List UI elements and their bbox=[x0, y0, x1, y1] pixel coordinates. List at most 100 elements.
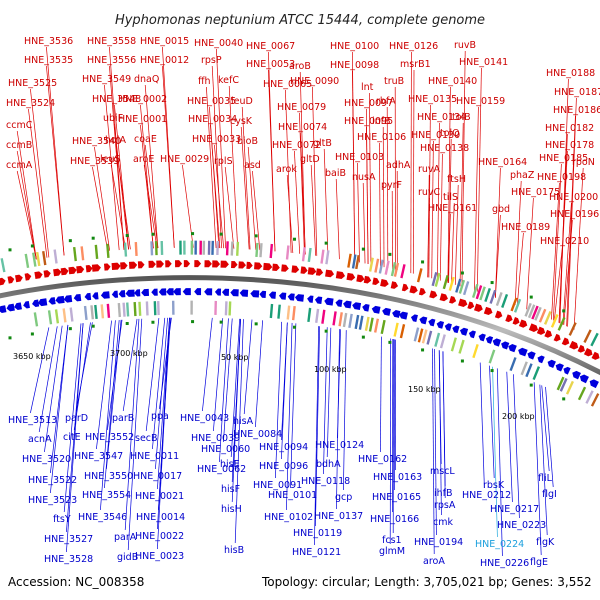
gene-label: holA bbox=[105, 135, 126, 146]
gc-marker bbox=[125, 234, 129, 238]
gene-arrow bbox=[467, 301, 475, 310]
gene-feature bbox=[33, 312, 39, 327]
gene-feature bbox=[488, 349, 496, 364]
gene-leader bbox=[431, 140, 434, 279]
gene-feature bbox=[378, 259, 384, 274]
gene-label: HNE_0162 bbox=[358, 454, 407, 465]
gene-leader bbox=[30, 327, 50, 414]
gene-leader bbox=[16, 130, 37, 260]
gene-label: HNE_3523 bbox=[28, 495, 77, 506]
gc-marker bbox=[191, 320, 195, 324]
gene-leader bbox=[210, 124, 221, 249]
gene-label: HNE_0035 bbox=[187, 96, 236, 107]
gene-leader bbox=[439, 153, 443, 281]
reverse-gene-labels: HNE_3513 parD parB ppa HNE_0043 hisA acnA citE H… bbox=[8, 411, 557, 569]
gene-label: ubiF bbox=[103, 113, 123, 124]
gene-leader bbox=[380, 336, 382, 453]
gene-arrow bbox=[325, 269, 335, 278]
gene-arrow bbox=[165, 260, 172, 268]
gene-feature bbox=[291, 306, 296, 321]
gene-leader bbox=[94, 146, 111, 251]
gene-label: HNE_0094 bbox=[259, 442, 308, 453]
gene-arrow bbox=[356, 274, 365, 283]
reverse-gene-leaders bbox=[30, 317, 554, 557]
gene-arrow bbox=[6, 303, 15, 312]
gene-feature bbox=[431, 271, 438, 287]
gc-marker bbox=[91, 236, 95, 240]
gene-leader bbox=[206, 86, 217, 248]
gene-arrow bbox=[401, 283, 409, 292]
gene-arrow bbox=[0, 305, 7, 313]
gene-arrow bbox=[518, 347, 528, 357]
gene-arrow bbox=[563, 366, 571, 375]
gene-feature bbox=[531, 305, 539, 320]
gene-label: tolQ bbox=[440, 128, 460, 139]
gc-marker bbox=[219, 232, 223, 236]
forward-gene-leaders bbox=[16, 46, 584, 330]
gene-leader bbox=[495, 214, 501, 298]
gene-leader bbox=[96, 320, 112, 450]
gene-feature bbox=[413, 327, 420, 342]
gene-label: HNE_0188 bbox=[546, 68, 595, 79]
gene-arrow bbox=[14, 302, 22, 311]
gene-label: arok bbox=[276, 164, 297, 175]
gene-label: HNE_0096 bbox=[259, 461, 308, 472]
gene-leader bbox=[323, 148, 329, 258]
gene-label: flgE bbox=[530, 557, 548, 568]
gene-feature bbox=[358, 315, 364, 330]
gene-arrow bbox=[73, 293, 82, 302]
gene-label: HNE_0022 bbox=[135, 531, 184, 542]
gene-arrow bbox=[151, 288, 158, 296]
gene-feature bbox=[434, 332, 441, 347]
gene-label: hisH bbox=[221, 504, 242, 515]
gene-label: HNE_0012 bbox=[140, 55, 189, 66]
gene-label: HNE_0212 bbox=[462, 490, 511, 501]
gene-feature bbox=[585, 390, 594, 404]
gc-marker bbox=[293, 325, 297, 329]
gene-label: secB bbox=[135, 433, 158, 444]
gene-feature bbox=[384, 260, 390, 275]
gc-marker bbox=[324, 241, 328, 245]
gene-label: HNE_0141 bbox=[459, 57, 508, 68]
gene-leader bbox=[286, 174, 294, 254]
gene-label: HNE_0200 bbox=[549, 192, 598, 203]
gc-marker bbox=[421, 260, 425, 264]
gene-label: fliL bbox=[538, 473, 553, 484]
gene-leader bbox=[241, 106, 251, 250]
gene-arrow bbox=[148, 260, 156, 268]
gene-feature bbox=[259, 243, 263, 258]
gene-feature bbox=[236, 241, 240, 256]
gene-leader bbox=[44, 325, 63, 453]
gene-arrow bbox=[428, 318, 436, 327]
gene-feature bbox=[495, 292, 503, 307]
gene-label: HNE_3539 bbox=[70, 156, 119, 167]
gene-feature bbox=[94, 244, 99, 259]
gene-feature bbox=[364, 316, 370, 331]
gene-arrow bbox=[307, 267, 317, 275]
gc-marker bbox=[30, 244, 34, 248]
gene-arrow bbox=[591, 351, 600, 360]
gene-arrow bbox=[579, 374, 589, 384]
gene-label: gltB bbox=[313, 138, 332, 149]
gene-feature bbox=[538, 308, 547, 323]
gene-leader bbox=[438, 350, 442, 516]
gene-arrow bbox=[220, 260, 229, 268]
gene-label: HNE_0159 bbox=[456, 96, 505, 107]
gene-label: ruvA bbox=[418, 164, 441, 175]
gene-feature bbox=[458, 279, 466, 294]
gene-leader bbox=[243, 319, 253, 415]
gene-arrow bbox=[204, 260, 212, 268]
gene-leader bbox=[228, 85, 239, 249]
gc-marker bbox=[254, 322, 258, 326]
gene-arrow bbox=[182, 288, 191, 296]
gene-feature bbox=[24, 253, 30, 268]
gene-leader bbox=[459, 122, 464, 287]
gene-leader bbox=[214, 144, 225, 249]
gene-arrow bbox=[547, 359, 556, 369]
gene-arrow bbox=[544, 329, 553, 338]
gene-arrow bbox=[141, 288, 150, 297]
gene-leader bbox=[552, 163, 562, 321]
gene-leader bbox=[526, 197, 534, 310]
gene-leader bbox=[428, 104, 431, 278]
gene-leader bbox=[335, 178, 340, 260]
